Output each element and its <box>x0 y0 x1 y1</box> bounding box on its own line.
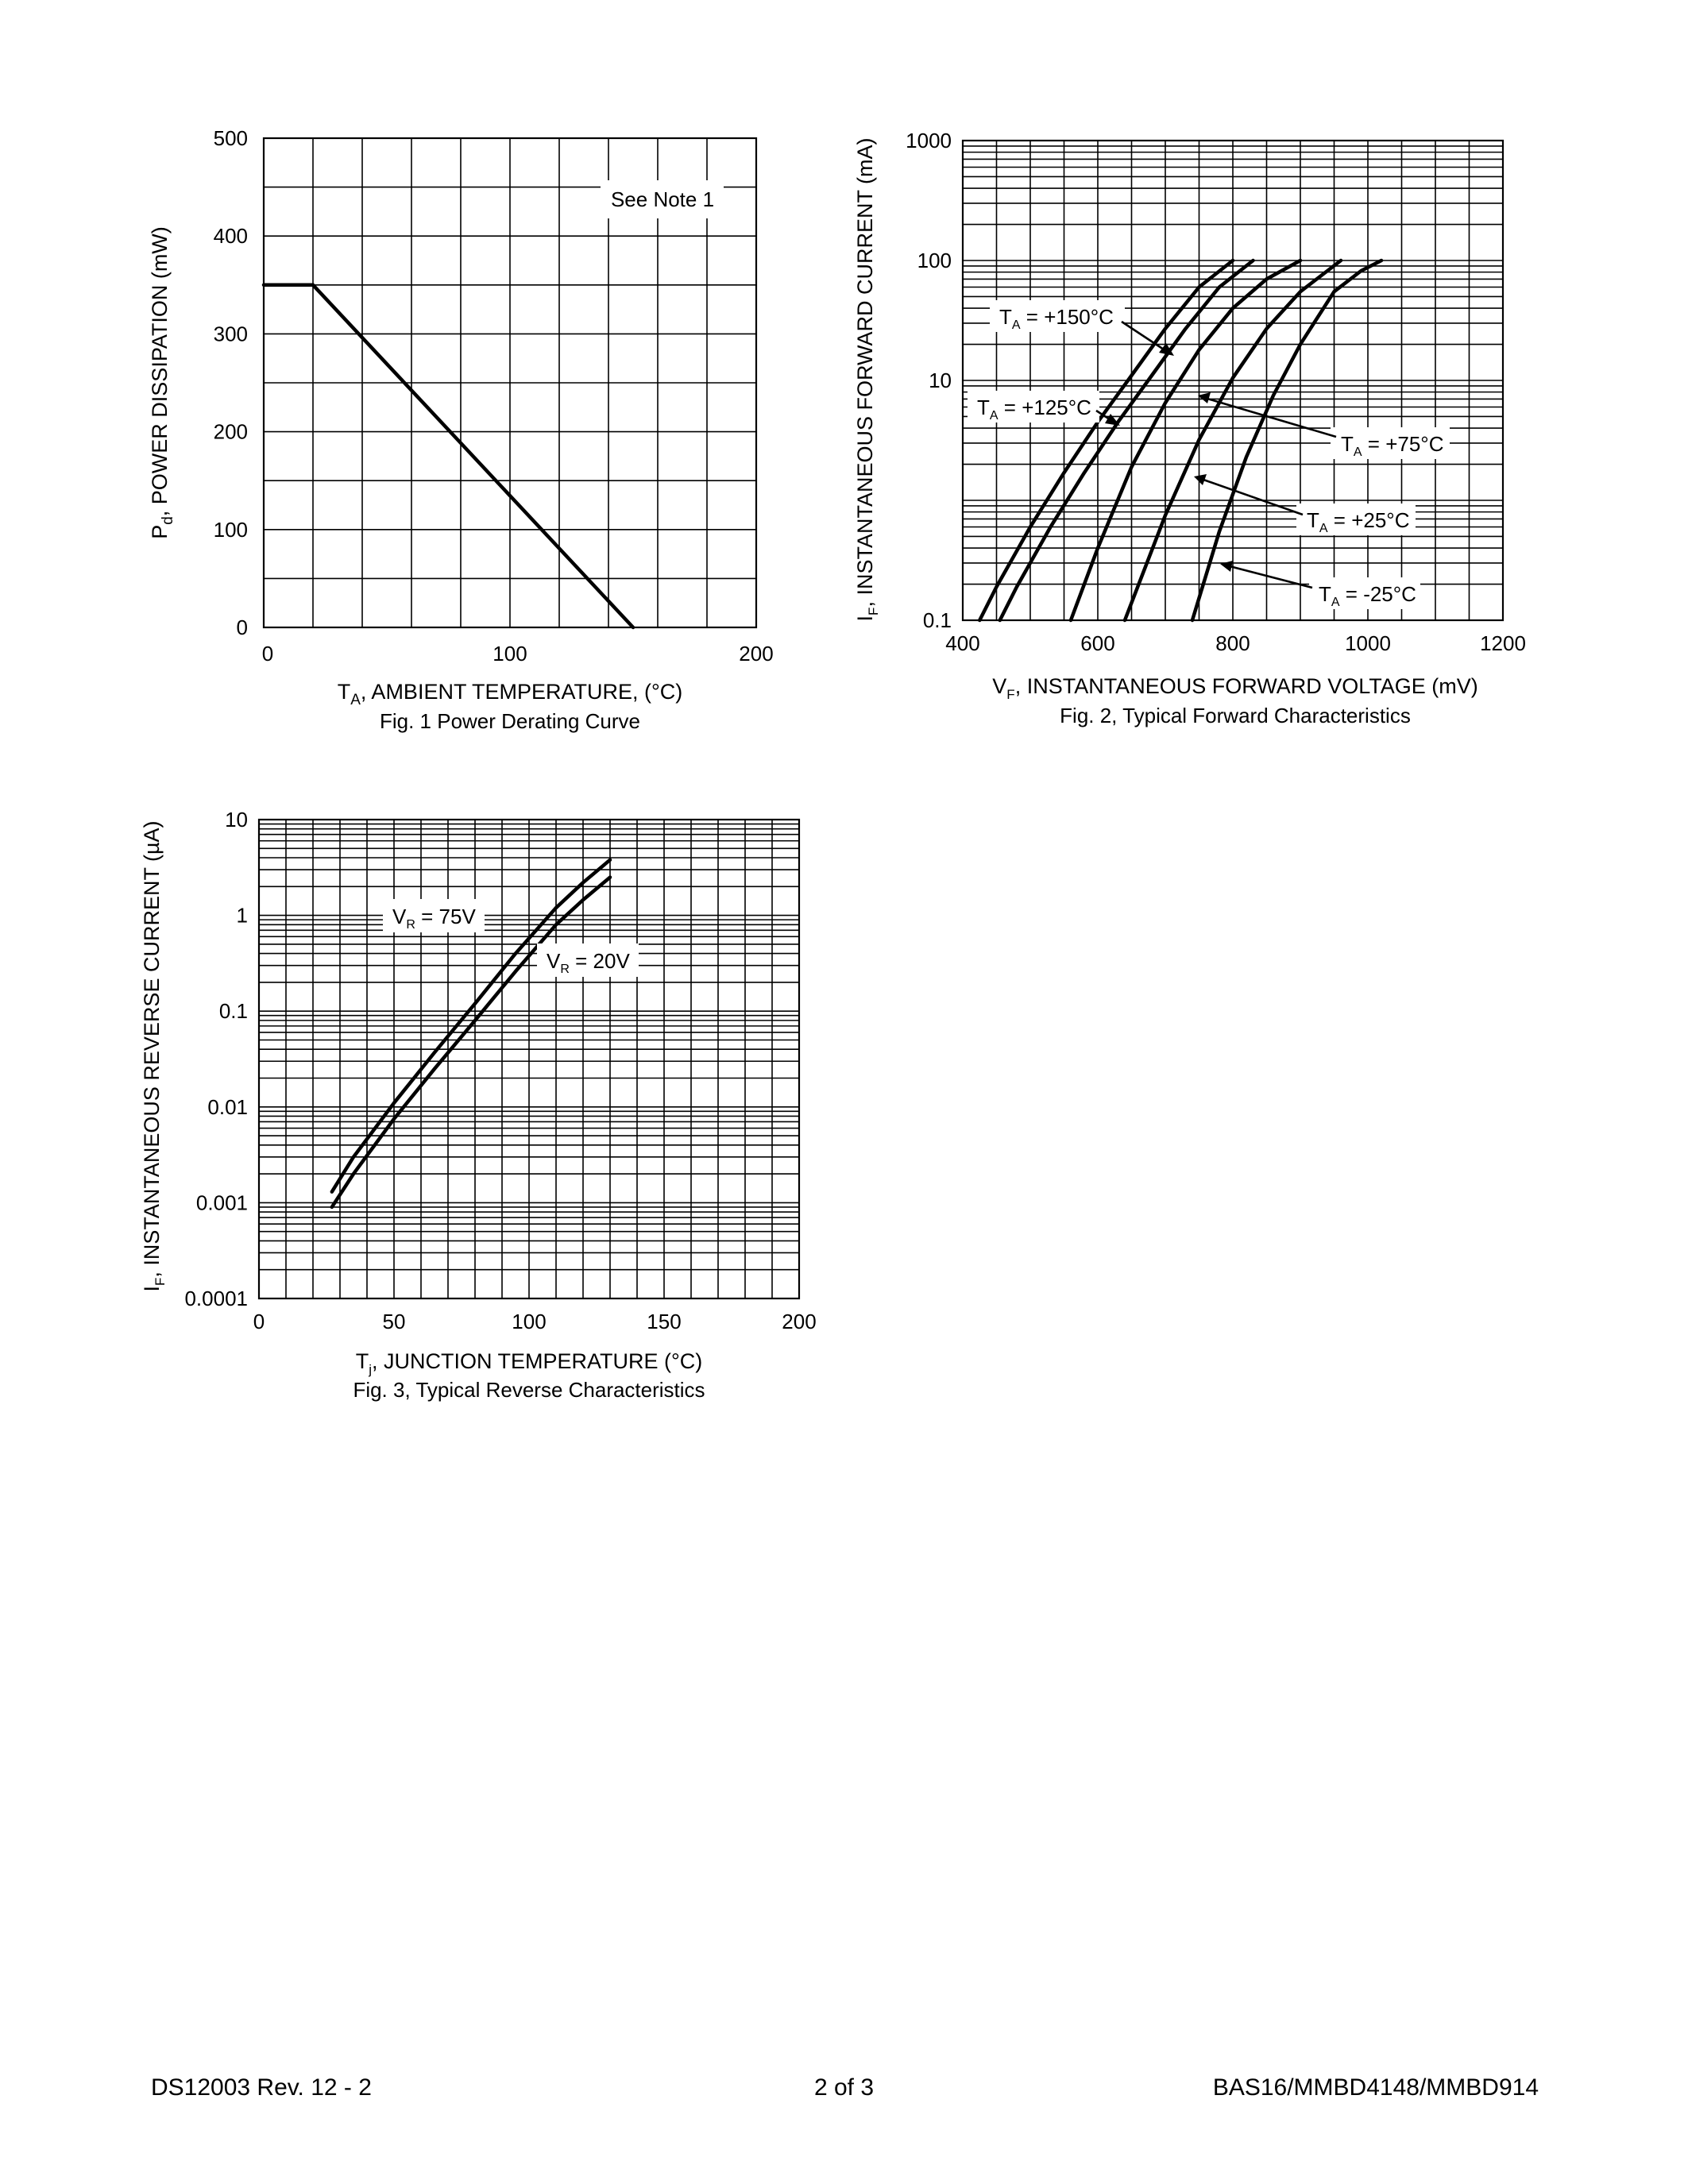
fig2-curve-25C <box>1190 258 1384 623</box>
fig2-label-25: TA = +25°C <box>1194 474 1416 535</box>
fig3-label-20v: VR = 20V <box>537 943 639 977</box>
fig3-y-tick-label: 0.001 <box>196 1190 248 1214</box>
fig1-x-tick-label: 100 <box>492 642 527 666</box>
footer-part-numbers: BAS16/MMBD4148/MMBD914 <box>1212 2074 1539 2101</box>
fig2-y-tick-label: 10 <box>929 369 952 392</box>
fig2-forward-characteristics-chart: 0.1 10 100 1000 400 600 800 1000 1200 TA = +150… <box>853 129 1526 727</box>
fig1-y-tick-label: 200 <box>214 420 248 444</box>
fig2-x-axis-label: VF, INSTANTANEOUS FORWARD VOLTAGE (mV) <box>992 674 1477 702</box>
fig3-x-tick-label: 150 <box>647 1310 681 1333</box>
fig2-y-axis-label: IF, INSTANTANEOUS FORWARD CURRENT (mA) <box>853 138 881 622</box>
fig3-grid <box>258 820 800 1299</box>
fig2-label-150: TA = +150°C <box>990 300 1174 356</box>
svg-text:VR = 20V: VR = 20V <box>547 949 630 976</box>
fig1-y-ticks: 0 100 200 300 400 500 <box>214 126 248 639</box>
fig3-x-tick-label: 0 <box>253 1310 265 1333</box>
footer-page-number: 2 of 3 <box>813 2074 875 2101</box>
fig3-curve-20V <box>330 875 612 1210</box>
fig2-x-tick-label: 600 <box>1080 631 1114 655</box>
fig2-x-tick-label: 800 <box>1215 631 1250 655</box>
fig3-y-tick-label: 0.0001 <box>184 1287 248 1310</box>
svg-text:TA = +150°C: TA = +150°C <box>999 305 1114 332</box>
fig3-y-tick-label: 10 <box>225 808 248 832</box>
fig2-grid <box>962 141 1504 621</box>
fig1-x-tick-label: 0 <box>262 642 273 666</box>
fig3-x-tick-label: 200 <box>782 1310 816 1333</box>
fig2-y-tick-label: 100 <box>917 249 952 272</box>
fig3-curves <box>330 858 612 1210</box>
fig2-curve-75C <box>1068 258 1303 623</box>
fig1-y-tick-label: 400 <box>214 224 248 248</box>
fig3-x-axis-label: Tj, JUNCTION TEMPERATURE (°C) <box>356 1349 703 1377</box>
fig2-y-tick-label: 0.1 <box>923 608 952 632</box>
fig2-curve-25C <box>1122 258 1343 623</box>
footer-doc-id: DS12003 Rev. 12 - 2 <box>151 2074 372 2101</box>
svg-text:TA = -25°C: TA = -25°C <box>1319 582 1416 609</box>
fig1-x-axis-label: TA, AMBIENT TEMPERATURE, (°C) <box>338 680 683 708</box>
svg-text:TA = +75°C: TA = +75°C <box>1341 432 1443 459</box>
fig1-y-tick-label: 300 <box>214 322 248 345</box>
fig1-note: See Note 1 <box>611 187 714 211</box>
fig3-x-tick-label: 100 <box>512 1310 546 1333</box>
fig2-y-ticks: 0.1 10 100 1000 <box>906 129 952 632</box>
svg-text:TA = +125°C: TA = +125°C <box>977 396 1091 423</box>
fig2-plot-frame <box>961 139 1505 622</box>
fig3-y-tick-label: 0.1 <box>219 999 248 1023</box>
fig1-caption: Fig. 1 Power Derating Curve <box>380 709 640 733</box>
fig3-reverse-characteristics-chart: 0.0001 0.001 0.01 0.1 1 10 0 50 100 150 200 VR = … <box>140 808 817 1402</box>
fig2-x-tick-label: 1200 <box>1480 631 1526 655</box>
fig3-curve-75V <box>330 858 612 1194</box>
fig1-plot-frame <box>262 137 758 629</box>
fig3-y-tick-label: 1 <box>237 904 248 928</box>
fig1-x-tick-label: 200 <box>739 642 773 666</box>
fig1-power-derating-chart: See Note 1 0 100 200 300 400 500 0 100 200 Pd, … <box>148 126 774 733</box>
svg-text:TA = +25°C: TA = +25°C <box>1307 508 1409 535</box>
fig3-x-tick-label: 50 <box>383 1310 406 1333</box>
fig1-derating-line <box>261 283 635 630</box>
fig3-y-tick-label: 0.01 <box>207 1095 248 1119</box>
fig2-x-tick-label: 400 <box>945 631 979 655</box>
fig1-y-axis-label: Pd, POWER DISSIPATION (mW) <box>148 226 176 539</box>
fig1-y-tick-label: 0 <box>237 615 248 639</box>
fig3-label-75v: VR = 75V <box>383 899 485 932</box>
fig1-y-tick-label: 500 <box>214 126 248 150</box>
fig2-label-125: TA = +125°C <box>968 391 1120 426</box>
fig2-x-ticks: 400 600 800 1000 1200 <box>945 631 1526 655</box>
fig3-y-axis-label: IF, INSTANTANEOUS REVERSE CURRENT (µA) <box>140 820 168 1291</box>
fig1-y-tick-label: 100 <box>214 518 248 542</box>
fig2-x-tick-label: 1000 <box>1345 631 1391 655</box>
fig2-label-75: TA = +75°C <box>1198 392 1450 459</box>
fig1-note-box <box>601 180 724 218</box>
fig3-caption: Fig. 3, Typical Reverse Characteristics <box>353 1378 705 1402</box>
fig2-label-minus25: TA = -25°C <box>1220 561 1420 609</box>
fig3-plot-frame <box>257 818 801 1300</box>
fig1-x-ticks: 0 100 200 <box>262 642 774 666</box>
svg-text:VR = 75V: VR = 75V <box>392 905 476 932</box>
fig3-x-ticks: 0 50 100 150 200 <box>253 1310 817 1333</box>
fig3-y-ticks: 0.0001 0.001 0.01 0.1 1 10 <box>184 808 248 1310</box>
fig2-y-tick-label: 1000 <box>906 129 952 152</box>
fig2-caption: Fig. 2, Typical Forward Characteristics <box>1060 704 1411 727</box>
fig2-curve-125C <box>998 258 1255 623</box>
